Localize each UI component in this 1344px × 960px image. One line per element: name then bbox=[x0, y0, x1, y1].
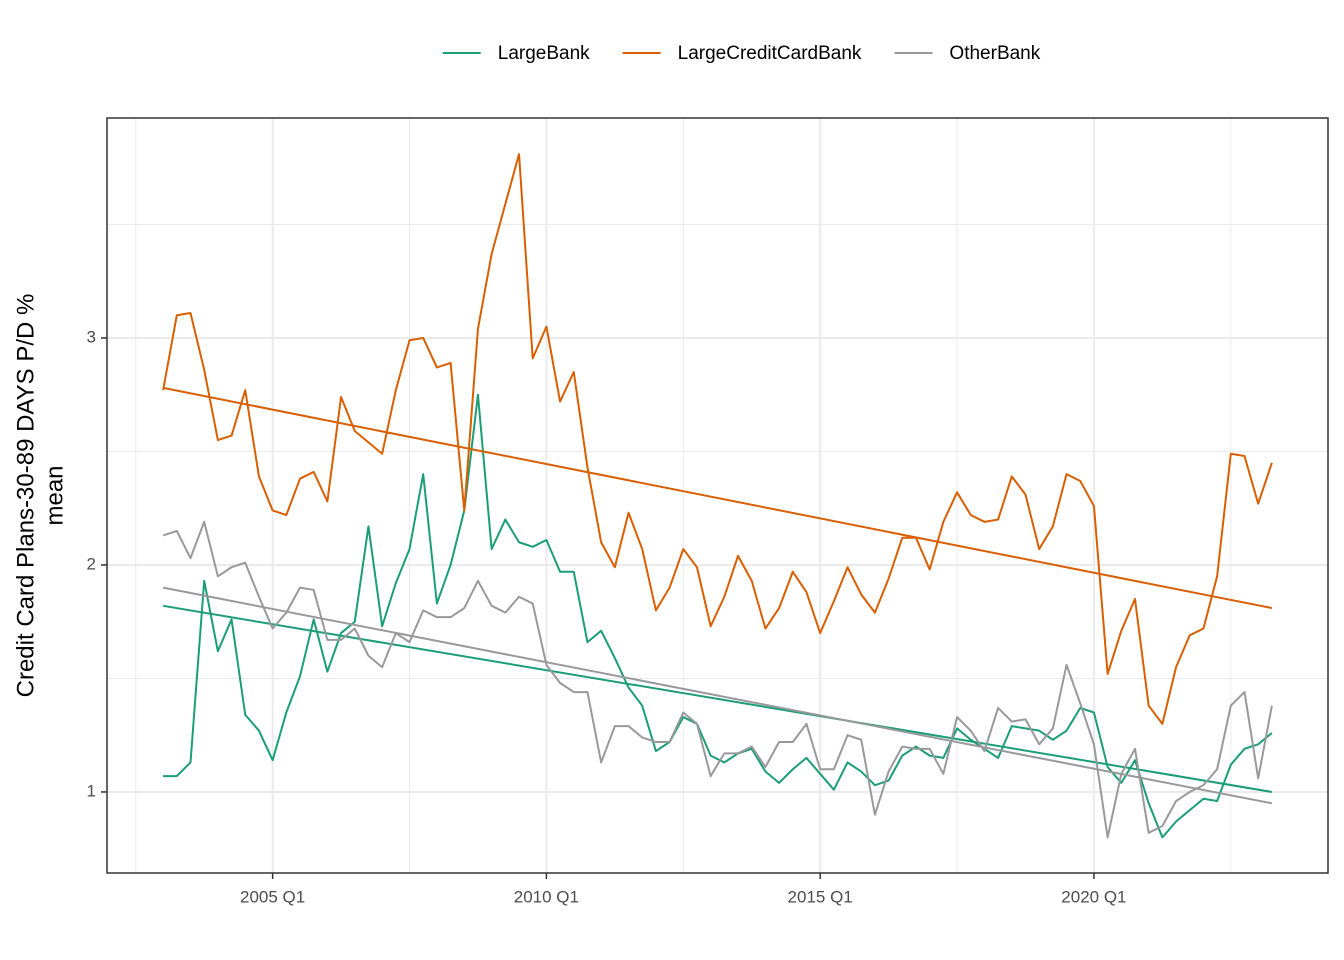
data-line bbox=[162, 520, 1273, 839]
legend-label: LargeCreditCardBank bbox=[678, 43, 862, 64]
legend-label: LargeBank bbox=[498, 43, 590, 64]
x-tick-label: 2010 Q1 bbox=[514, 887, 579, 906]
y-tick-label: 2 bbox=[87, 554, 96, 573]
x-tick-label: 2020 Q1 bbox=[1061, 887, 1126, 906]
y-tick-label: 1 bbox=[87, 781, 96, 800]
trend-line bbox=[162, 586, 1273, 805]
trend-line bbox=[162, 604, 1273, 793]
data-line bbox=[162, 153, 1273, 725]
plot-border bbox=[106, 117, 1329, 874]
data-line bbox=[163, 393, 1273, 839]
x-tick-label: 2005 Q1 bbox=[240, 887, 305, 906]
y-axis-title: Credit Card Plans-30-89 DAYS P/D %mean bbox=[13, 294, 69, 698]
legend-label: OtherBank bbox=[949, 43, 1040, 64]
x-tick-label: 2015 Q1 bbox=[788, 887, 853, 906]
trend-line bbox=[162, 386, 1273, 610]
legend: LargeBank LargeCreditCardBank OtherBank bbox=[442, 43, 1041, 64]
y-axis-title-line: mean bbox=[42, 465, 69, 525]
y-axis-title-line: Credit Card Plans-30-89 DAYS P/D % bbox=[13, 294, 40, 698]
y-tick-label: 3 bbox=[87, 327, 96, 346]
